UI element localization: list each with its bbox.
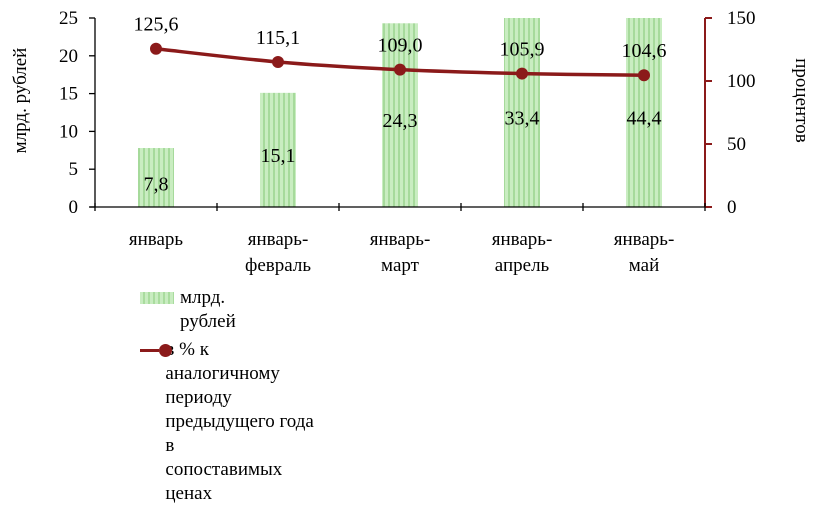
y-right-axis-title: процентов xyxy=(791,58,812,142)
line-data-label: 104,6 xyxy=(622,40,667,62)
line-point xyxy=(394,63,406,76)
y-right-tick-label: 0 xyxy=(727,197,737,218)
legend-line-swatch xyxy=(140,338,172,362)
line-point xyxy=(272,55,284,68)
y-right-tick-label: 50 xyxy=(727,134,746,155)
legend-line-label-1: в % к аналогичному периоду предыдущего г… xyxy=(165,339,314,456)
line-data-label: 125,6 xyxy=(134,14,179,36)
x-tick-label: январь-февраль xyxy=(245,229,311,276)
legend-line-label-2: сопоставимых ценах xyxy=(165,459,283,504)
bar xyxy=(626,18,662,207)
y-left-tick-label: 5 xyxy=(69,159,79,180)
legend-item-bar: млрд. рублей xyxy=(140,286,252,334)
line-point xyxy=(150,42,162,55)
y-left-tick-label: 20 xyxy=(59,46,78,67)
y-left-tick-label: 25 xyxy=(59,8,78,29)
bar-data-label: 7,8 xyxy=(144,174,169,196)
axes: 0 5 10 15 20 25 млрд. рублей 0 50 100 150 процентов… xyxy=(10,8,812,276)
x-tick-label: январь xyxy=(129,229,184,250)
line-data-label: 105,9 xyxy=(500,39,545,61)
line-data-label: 109,0 xyxy=(378,35,423,57)
legend-line-label: в % к аналогичному периоду предыдущего г… xyxy=(165,338,315,506)
bar xyxy=(260,92,296,207)
x-tick-label: январь-март xyxy=(370,229,431,276)
line-data-label: 115,1 xyxy=(256,27,300,49)
y-right-tick-label: 150 xyxy=(727,8,756,29)
y-left-tick-label: 0 xyxy=(69,197,79,218)
y-left-axis-title: млрд. рублей xyxy=(10,48,31,154)
legend-line-stroke xyxy=(140,349,160,352)
bar xyxy=(504,18,540,207)
data-labels: 125,6 115,1 109,0 105,9 104,6 7,8 15,1 24,3 33,4… xyxy=(134,14,667,196)
line-series xyxy=(150,42,650,82)
bar-data-label: 33,4 xyxy=(505,108,540,130)
bar xyxy=(138,148,174,207)
y-left-tick-label: 10 xyxy=(59,121,78,142)
legend-bar-label: млрд. рублей xyxy=(179,287,236,332)
y-left-tick-label: 15 xyxy=(59,84,78,105)
line-point xyxy=(516,67,528,80)
x-tick-label: январь-май xyxy=(614,229,675,276)
chart: 0 5 10 15 20 25 млрд. рублей 0 50 100 150 процентов… xyxy=(10,8,812,276)
legend-bar-swatch xyxy=(140,292,174,304)
y-right-tick-label: 100 xyxy=(727,71,756,92)
bar-data-label: 15,1 xyxy=(261,145,296,167)
bar-data-label: 44,4 xyxy=(627,108,662,130)
legend-line-marker xyxy=(159,344,172,357)
line-point xyxy=(638,69,650,82)
bar-series xyxy=(138,18,662,208)
bar-data-label: 24,3 xyxy=(383,110,418,132)
x-tick-label: январь-апрель xyxy=(492,229,553,276)
legend-item-line: в % к аналогичному периоду предыдущего г… xyxy=(140,338,315,506)
bar xyxy=(382,23,418,208)
